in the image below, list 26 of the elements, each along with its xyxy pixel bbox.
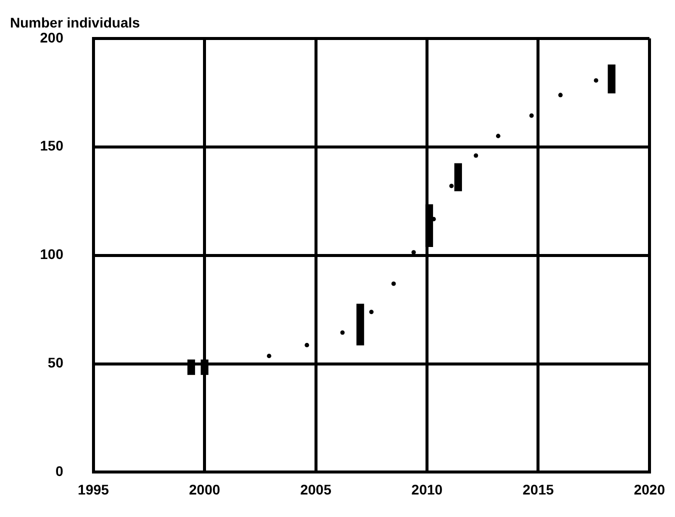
y-tick-label: 50	[48, 354, 64, 371]
point	[529, 113, 534, 118]
point	[266, 354, 272, 358]
y-tick-label: 200	[40, 29, 64, 46]
point	[496, 134, 500, 138]
x-tick-label: 2010	[411, 481, 443, 498]
x-tick-label: 1995	[78, 481, 110, 498]
point	[369, 310, 374, 314]
y-tick-label: 150	[40, 138, 64, 154]
y-tick-label: 100	[40, 246, 64, 262]
x-tick-label: 2000	[188, 481, 220, 498]
y-tick-label: 0	[56, 463, 64, 480]
point	[304, 342, 310, 348]
point	[391, 282, 396, 286]
x-tick-label: 2005	[300, 481, 332, 498]
point	[449, 184, 454, 188]
point	[340, 330, 345, 335]
bar	[608, 64, 616, 94]
point	[474, 153, 478, 158]
x-tick-label: 2015	[522, 481, 554, 498]
bar	[356, 304, 364, 346]
point	[594, 78, 598, 83]
point	[558, 92, 563, 98]
y-axis-title: Number individuals	[10, 14, 140, 30]
x-tick-label: 2020	[634, 481, 666, 498]
point	[411, 250, 416, 254]
